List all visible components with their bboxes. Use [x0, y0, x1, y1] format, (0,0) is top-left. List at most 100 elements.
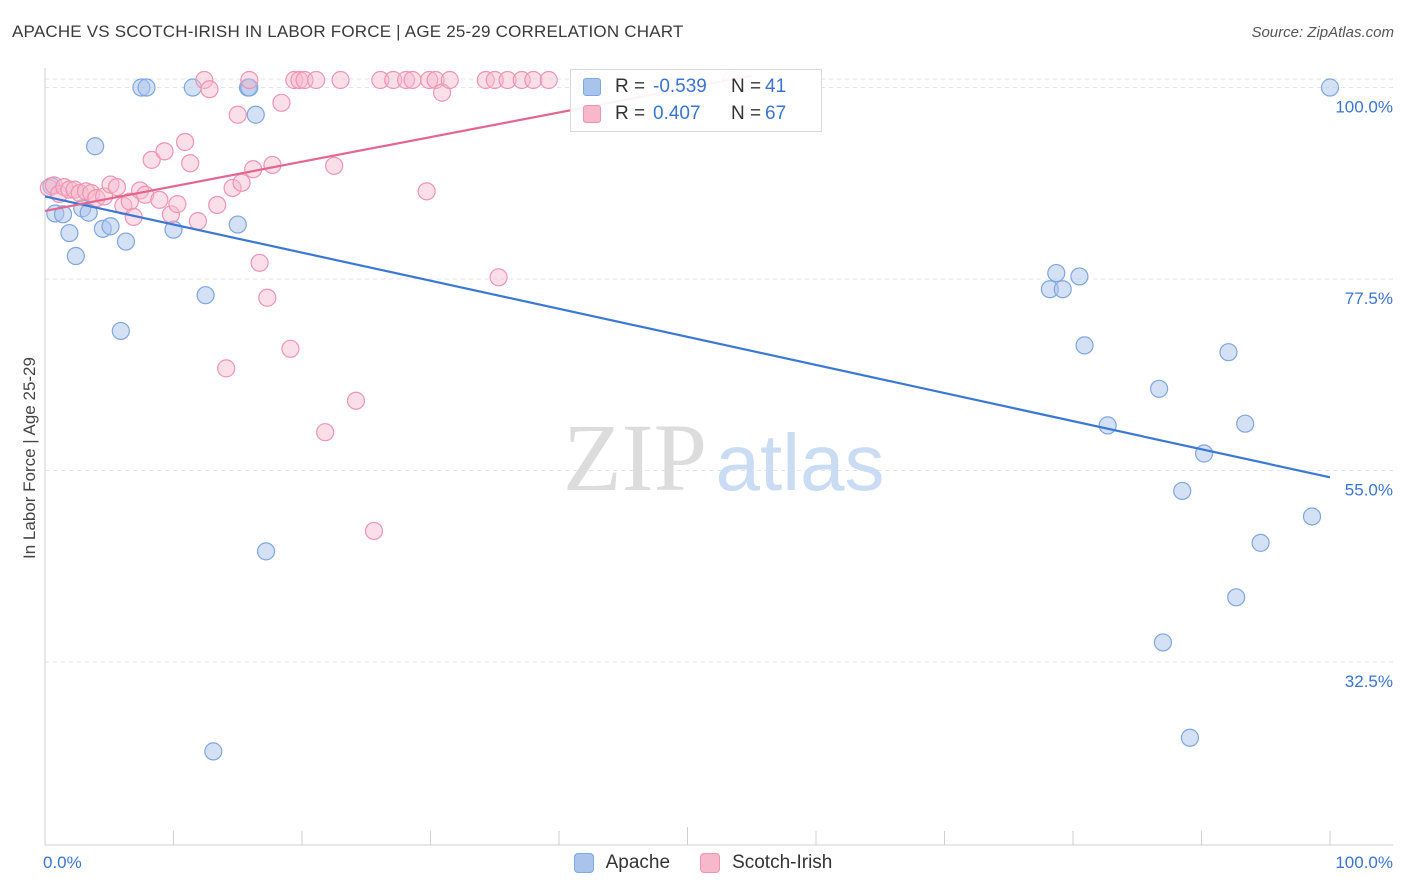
- scotch-irish-point: [325, 156, 344, 175]
- apache-point: [1149, 379, 1169, 398]
- apache-point: [246, 105, 265, 124]
- apache-swatch: [583, 78, 601, 96]
- scotch-irish-point: [217, 359, 236, 378]
- scotch-irish-point: [524, 70, 543, 90]
- scotch-irish-point: [307, 70, 326, 90]
- watermark-atlas: atlas: [716, 418, 885, 507]
- scotch-irish-point: [142, 150, 161, 169]
- tick-labels: 100.0% 77.5% 55.0% 32.5% 0.0% 100.0%: [43, 98, 1393, 872]
- scotch-irish-point: [281, 339, 300, 358]
- x-tick-label: 0.0%: [43, 853, 82, 872]
- apache-point: [1153, 633, 1173, 652]
- scotch-irish-point: [272, 93, 291, 112]
- apache-point: [60, 223, 79, 243]
- apache-point: [1180, 728, 1200, 747]
- y-tick-label: 77.5%: [1345, 289, 1393, 308]
- apache-point: [1320, 78, 1340, 97]
- legend-r-label: R =: [615, 76, 646, 97]
- scotch-irish-point: [539, 70, 558, 90]
- apache-point: [1070, 267, 1089, 286]
- scotch-irish-point: [150, 190, 169, 209]
- apache-point: [86, 137, 105, 156]
- legend-row-scotch-irish: R = 0.407 N = 67: [583, 102, 786, 126]
- watermark-zip: ZIP: [563, 404, 707, 511]
- apache-point: [53, 205, 73, 224]
- apache-point: [228, 215, 247, 234]
- scotch-irish-point: [420, 70, 439, 90]
- scotch-irish-point: [240, 70, 259, 90]
- scotch-irish-point: [498, 70, 517, 90]
- scotch-irish-point: [181, 154, 200, 173]
- apache-point: [256, 542, 276, 561]
- scotch-irish-point: [250, 253, 269, 272]
- scotch-irish-swatch: [583, 105, 601, 123]
- scotch-irish-point: [263, 155, 282, 175]
- apache-point: [1219, 343, 1238, 362]
- scotch-irish-point: [285, 70, 304, 90]
- apache-point: [1053, 280, 1072, 299]
- legend-n-value: 41: [765, 76, 787, 97]
- apache-point: [1251, 533, 1270, 552]
- legend-r-label: R =: [615, 103, 646, 124]
- series-legend: Apache Scotch-Irish: [0, 852, 1406, 874]
- scotch-irish-point: [223, 178, 242, 198]
- legend-n-label: N =: [731, 103, 762, 124]
- apache-point: [101, 217, 120, 236]
- scotch-irish-point: [258, 288, 277, 307]
- legend-n-value: 67: [765, 103, 787, 124]
- apache-point: [1227, 588, 1246, 607]
- chart-source: Source: ZipAtlas.com: [1251, 24, 1394, 41]
- legend-r-value: -0.539: [653, 76, 707, 97]
- y-tick-label: 32.5%: [1345, 672, 1393, 691]
- x-tick-label: 100.0%: [1335, 853, 1393, 872]
- legend-row-apache: R = -0.539 N = 41: [583, 75, 786, 99]
- apache-points: [42, 78, 1340, 761]
- scotch-irish-points: [39, 70, 741, 541]
- scotch-irish-point: [200, 80, 219, 99]
- legend-r-value: 0.407: [653, 103, 701, 124]
- legend-item-scotch-irish[interactable]: Scotch-Irish: [700, 852, 832, 874]
- apache-point: [196, 286, 215, 305]
- apache-point: [111, 321, 130, 341]
- legend-item-apache[interactable]: Apache: [573, 852, 671, 874]
- scotch-irish-point: [346, 391, 366, 410]
- scotch-irish-swatch: [700, 853, 721, 873]
- apache-point: [137, 78, 156, 97]
- scotch-irish-point: [396, 70, 416, 90]
- apache-point: [204, 742, 223, 761]
- y-tick-label: 100.0%: [1335, 98, 1393, 117]
- scotch-irish-point: [403, 70, 422, 90]
- scotch-irish-point: [331, 70, 350, 90]
- apache-point: [1236, 414, 1255, 433]
- scotch-irish-point: [195, 70, 214, 90]
- stats-legend: R = -0.539 N = 41 R = 0.407 N = 67: [570, 69, 822, 132]
- scotch-irish-point: [161, 205, 181, 224]
- legend-label-apache: Apache: [605, 852, 671, 873]
- apache-point: [66, 246, 85, 266]
- apache-point: [1173, 481, 1192, 501]
- chart-title: APACHE VS SCOTCH-IRISH IN LABOR FORCE | …: [12, 22, 684, 41]
- apache-point: [1302, 507, 1322, 526]
- legend-label-scotch-irish: Scotch-Irish: [732, 852, 833, 873]
- scotch-irish-point: [384, 70, 403, 90]
- apache-point: [116, 232, 136, 251]
- scotch-irish-point: [485, 70, 504, 90]
- scotch-irish-point: [316, 423, 335, 442]
- apache-point: [240, 78, 259, 97]
- apache-swatch: [573, 853, 594, 873]
- legend-n-label: N =: [731, 76, 762, 97]
- scotch-irish-point: [208, 195, 227, 215]
- scotch-irish-point: [155, 142, 174, 161]
- apache-point: [1047, 263, 1066, 283]
- scotch-irish-point: [364, 521, 384, 541]
- scotch-irish-point: [440, 70, 459, 90]
- scotch-irish-point: [232, 173, 251, 192]
- apache-point: [1098, 416, 1117, 435]
- y-tick-label: 55.0%: [1345, 481, 1393, 500]
- apache-point: [1075, 336, 1094, 355]
- scotch-irish-point: [107, 177, 127, 197]
- apache-point: [79, 203, 98, 222]
- watermark: ZIP atlas: [563, 404, 884, 511]
- scotch-irish-point: [489, 268, 508, 287]
- scotch-irish-point: [175, 132, 195, 152]
